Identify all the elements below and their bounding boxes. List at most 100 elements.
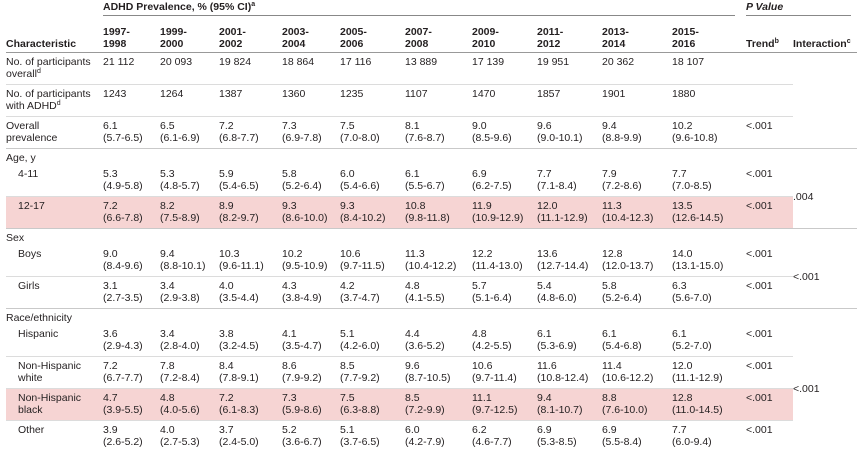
count-cell: 1880 [672, 88, 696, 100]
confidence-interval: (10.8-12.4) [537, 372, 589, 384]
estimate: 5.2 [282, 424, 297, 436]
estimate-cell: 6.9 (5.3-8.5) [537, 424, 602, 448]
row-label: Overall prevalence [6, 120, 103, 144]
interaction-cell: .004 [793, 165, 857, 228]
count-cell: 1107 [405, 88, 428, 100]
estimate: 8.8 [602, 392, 617, 404]
year-part: 2008 [405, 38, 429, 50]
estimate: 8.4 [219, 360, 234, 372]
estimate: 9.3 [340, 200, 355, 212]
estimate-cell: 10.8 (9.8-11.8) [405, 200, 472, 224]
estimate: 7.5 [340, 120, 355, 132]
year-part: 2007- [405, 26, 432, 38]
interaction-cell: <.001 [793, 245, 857, 308]
estimate: 12.2 [472, 248, 493, 260]
estimate-cell: 5.9 (5.4-6.5) [219, 168, 282, 192]
confidence-interval: (10.9-12.9) [472, 212, 524, 224]
confidence-interval: (8.1-10.7) [537, 404, 583, 416]
estimate-cell: 11.6 (10.8-12.4) [537, 360, 602, 384]
confidence-interval: (5.5-6.7) [405, 180, 445, 192]
label-text: Overall prevalence [6, 120, 58, 144]
confidence-interval: (3.2-4.5) [219, 340, 259, 352]
estimate: 6.1 [602, 328, 617, 340]
estimate: 4.8 [472, 328, 487, 340]
confidence-interval: (4.1-5.5) [405, 292, 445, 304]
confidence-interval: (10.4-12.2) [405, 260, 457, 272]
estimate: 3.4 [160, 328, 175, 340]
confidence-interval: (5.5-8.4) [602, 436, 642, 448]
confidence-interval: (9.7-12.5) [472, 404, 518, 416]
estimate-cell: 4.7 (3.9-5.5) [103, 392, 160, 416]
confidence-interval: (4.9-5.8) [103, 180, 143, 192]
estimate: 7.3 [282, 392, 297, 404]
estimate: 4.0 [219, 280, 234, 292]
group-rows: 4-11 5.3 (4.9-5.8) 5.3 (4.8-5.7) 5.9 (5.4-6.5)… [6, 165, 793, 228]
year-part: 2010 [472, 38, 496, 50]
confidence-interval: (4.8-6.0) [537, 292, 577, 304]
confidence-interval: (7.0-8.0) [340, 132, 380, 144]
estimate-cell: 6.1 (5.7-6.5) [103, 120, 160, 144]
year-label: 2009- 2010 [472, 26, 537, 50]
confidence-interval: (9.8-11.8) [405, 212, 450, 224]
confidence-interval: (6.8-7.7) [219, 132, 259, 144]
trend-p-value: <.001 [746, 280, 773, 292]
confidence-interval: (2.9-4.3) [103, 340, 143, 352]
estimate-cell: 4.8 (4.2-5.5) [472, 328, 537, 352]
confidence-interval: (4.2-6.0) [340, 340, 380, 352]
confidence-interval: (2.8-4.0) [160, 340, 200, 352]
count-cell: 1235 [340, 88, 364, 100]
estimate: 12.0 [672, 360, 693, 372]
estimate-cell: 5.4 (4.8-6.0) [537, 280, 602, 304]
confidence-interval: (2.9-3.8) [160, 292, 200, 304]
estimate: 4.7 [103, 392, 118, 404]
confidence-interval: (6.9-7.8) [282, 132, 322, 144]
year-part: 2002 [219, 38, 243, 50]
year-label: 2003- 2004 [282, 26, 340, 50]
confidence-interval: (12.0-13.7) [602, 260, 654, 272]
confidence-interval: (8.8-9.9) [602, 132, 642, 144]
estimate: 4.3 [282, 280, 297, 292]
confidence-interval: (9.6-10.8) [672, 132, 718, 144]
estimate: 3.6 [103, 328, 118, 340]
confidence-interval: (6.0-9.4) [672, 436, 712, 448]
table-row: 12-17 7.2 (6.6-7.8) 8.2 (7.5-8.9) 8.9 (8.2-9.7… [6, 196, 793, 228]
estimate: 7.3 [282, 120, 297, 132]
estimate-cell: 5.1 (3.7-6.5) [340, 424, 405, 448]
table-row: Other 3.9 (2.6-5.2) 4.0 (2.7-5.3) 3.7 (2.4-5.0… [6, 420, 793, 452]
estimate-cell: 5.7 (5.1-6.4) [472, 280, 537, 304]
year-part: 1997- [103, 26, 130, 38]
year-part: 2006 [340, 38, 364, 50]
estimate-cell: 9.4 (8.8-9.9) [602, 120, 672, 144]
estimate-cell: 4.8 (4.1-5.5) [405, 280, 472, 304]
section-title: Age, y [6, 148, 857, 165]
estimate: 7.2 [103, 200, 118, 212]
estimate: 7.2 [103, 360, 118, 372]
table-row: Non-Hispanic white 7.2 (6.7-7.7) 7.8 (7.2-8.… [6, 356, 793, 388]
estimate-cell: 7.8 (7.2-8.4) [160, 360, 219, 384]
estimate-cell: 13.5 (12.6-14.5) [672, 200, 746, 224]
estimate-cell: 7.3 (6.9-7.8) [282, 120, 340, 144]
confidence-interval: (2.7-5.3) [160, 436, 200, 448]
estimate: 10.6 [340, 248, 361, 260]
confidence-interval: (10.6-12.2) [602, 372, 654, 384]
confidence-interval: (5.4-6.5) [219, 180, 259, 192]
confidence-interval: (3.5-4.7) [282, 340, 322, 352]
confidence-interval: (11.1-12.9) [672, 372, 723, 384]
estimate: 6.1 [672, 328, 687, 340]
estimate-cell: 3.4 (2.9-3.8) [160, 280, 219, 304]
table-row: Boys 9.0 (8.4-9.6) 9.4 (8.8-10.1) 10.3 (9.6-11… [6, 245, 793, 276]
estimate: 5.1 [340, 328, 355, 340]
interaction-p-value: <.001 [793, 382, 820, 395]
count-cell: 1243 [103, 88, 127, 100]
estimate: 4.1 [282, 328, 297, 340]
confidence-interval: (6.1-6.9) [160, 132, 200, 144]
header-top: ADHD Prevalence, % (95% CI)a P Value [6, 0, 857, 16]
estimate: 10.6 [472, 360, 493, 372]
estimate-cell: 11.3 (10.4-12.3) [602, 200, 672, 224]
section-title: Sex [6, 228, 857, 245]
confidence-interval: (9.6-11.1) [219, 260, 264, 272]
estimate: 10.2 [672, 120, 693, 132]
year-label: 2007- 2008 [405, 26, 472, 50]
confidence-interval: (5.7-6.5) [103, 132, 143, 144]
estimate: 9.0 [472, 120, 487, 132]
